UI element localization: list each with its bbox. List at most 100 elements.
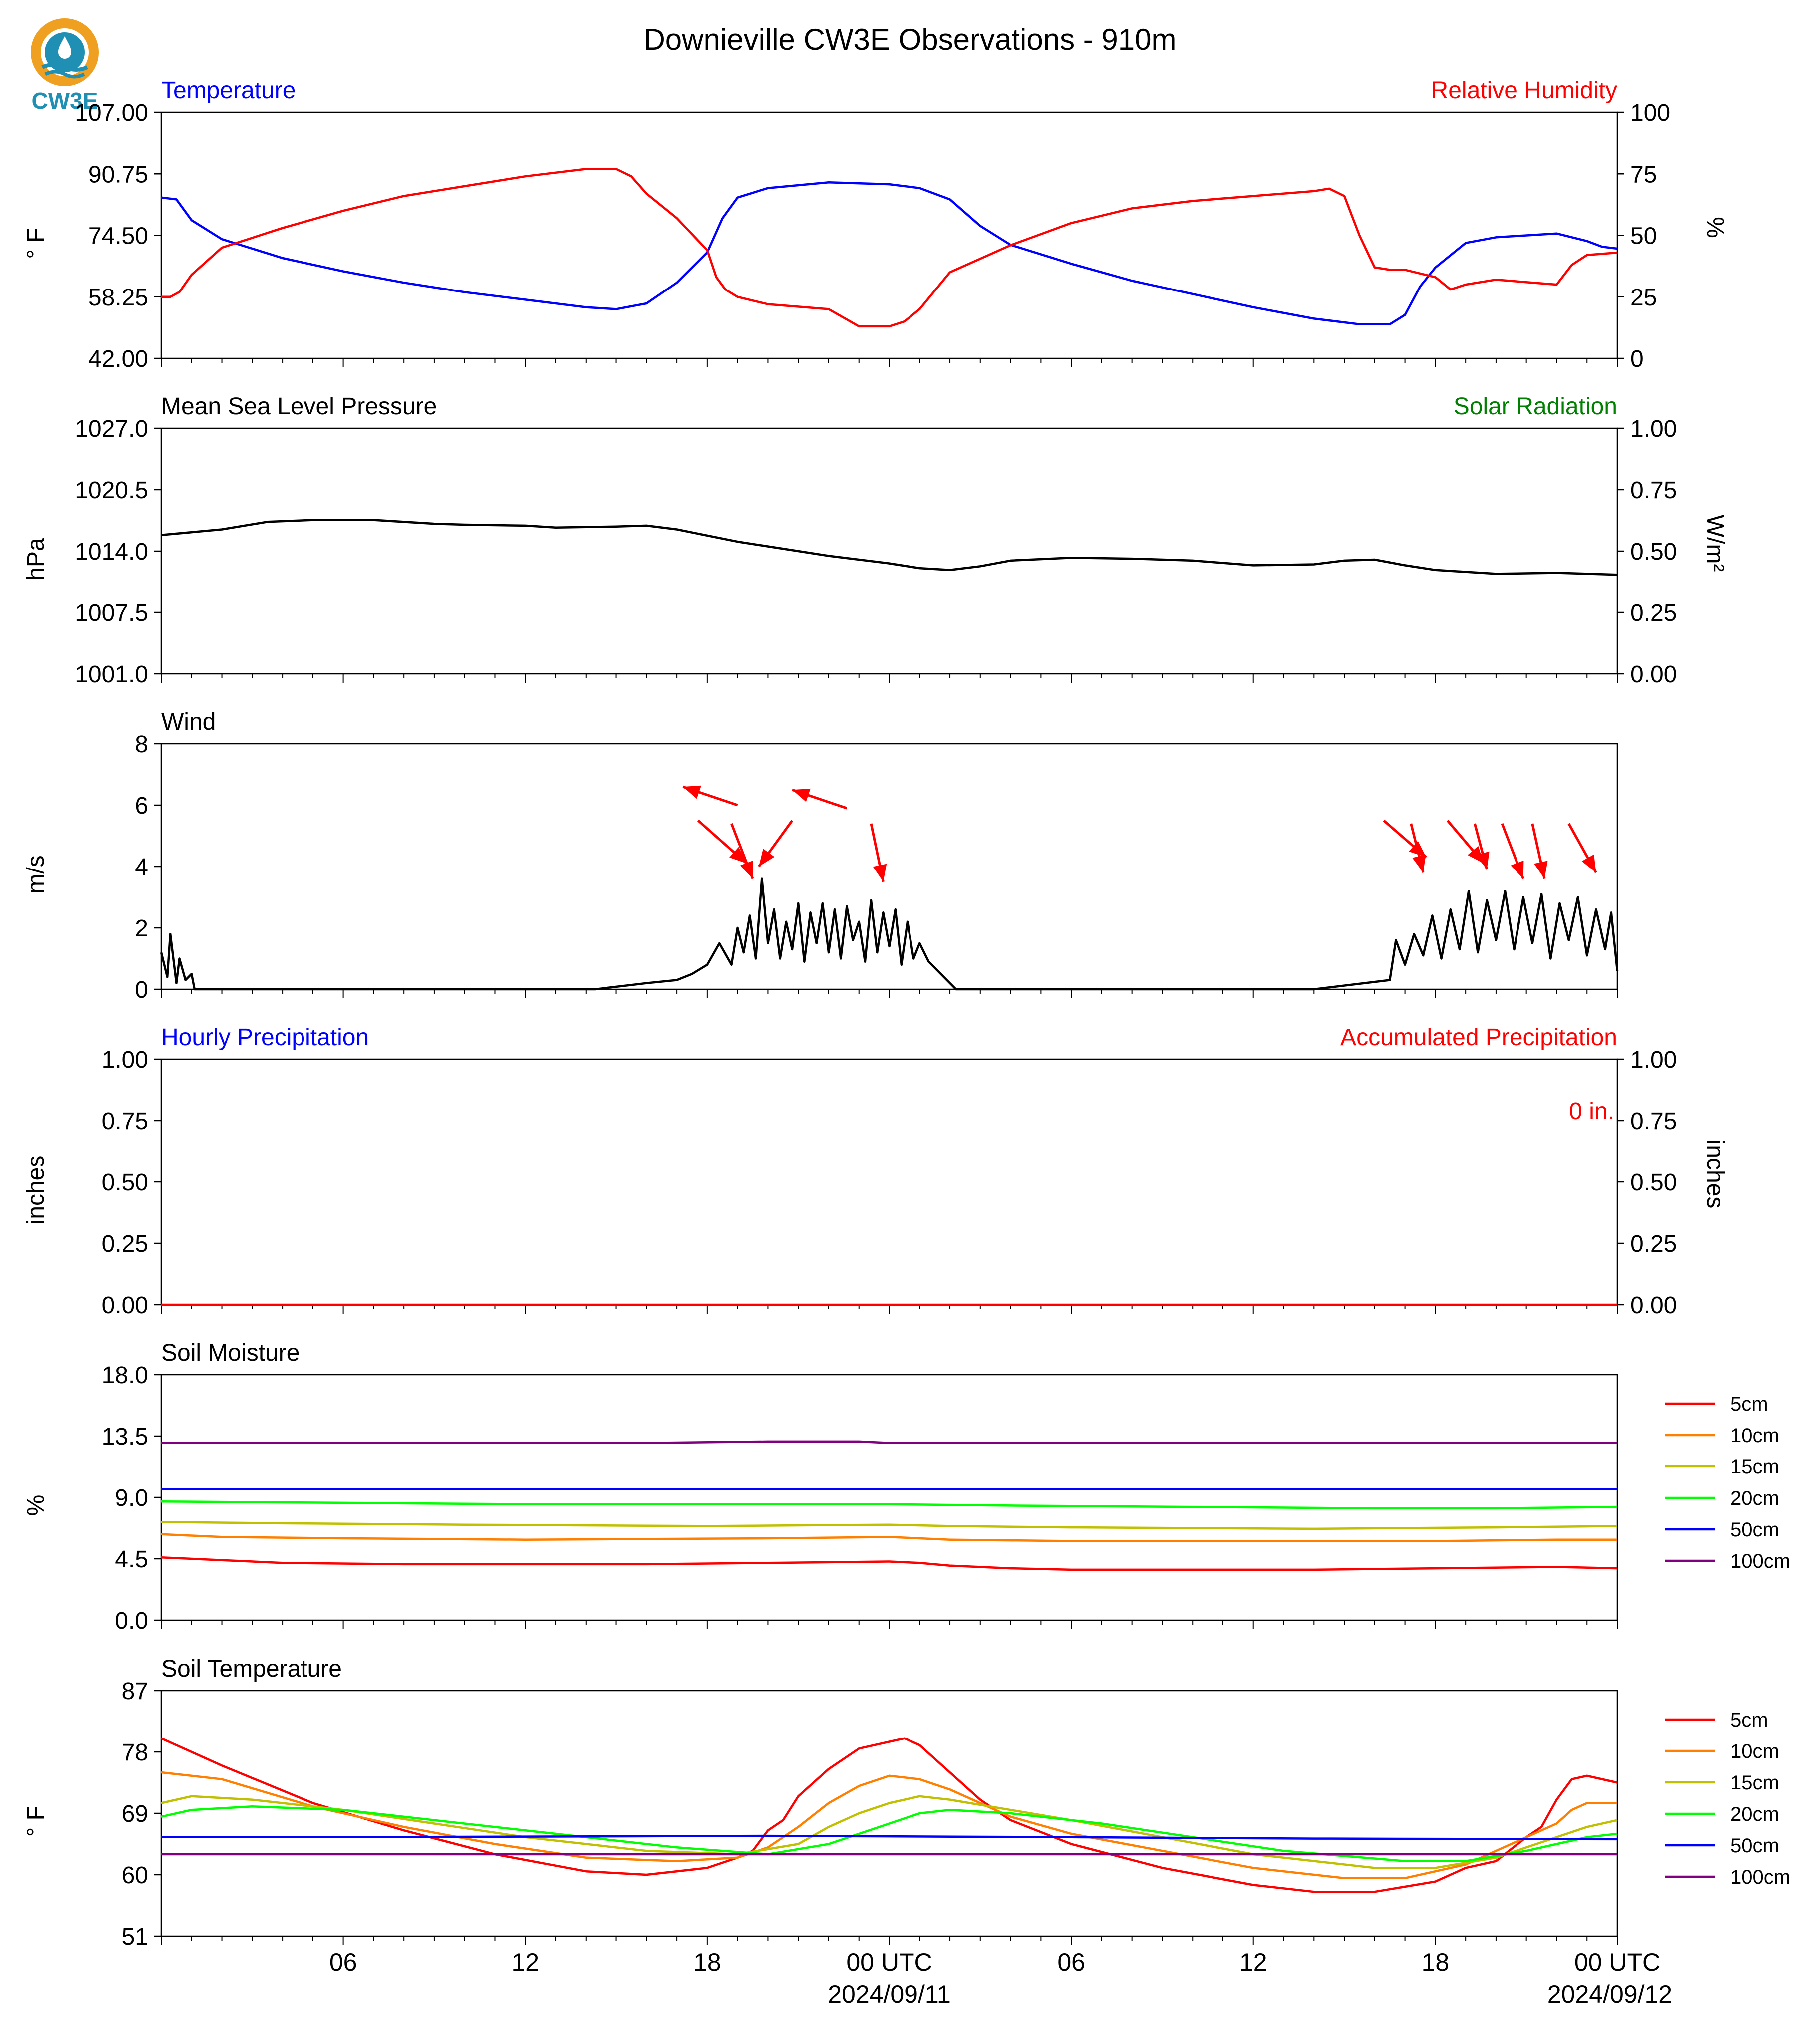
wind-arrow-head	[1412, 854, 1426, 873]
y2-tick-label: 75	[1630, 161, 1657, 188]
x-tick-label: 00 UTC	[1574, 1948, 1660, 1976]
y2-tick-label: 0.25	[1630, 600, 1677, 626]
y-tick-label: 0	[135, 977, 148, 1003]
y-tick-label: 42.00	[88, 346, 148, 372]
y-tick-label: 1014.0	[75, 539, 148, 565]
x-tick-label: 06	[1057, 1948, 1085, 1976]
y2-tick-label: 25	[1630, 285, 1657, 311]
y-tick-label: 6	[135, 793, 148, 819]
y-tick-label: 74.50	[88, 223, 148, 250]
y-tick-label: 78	[122, 1739, 148, 1766]
y-tick-label: 1020.5	[75, 477, 148, 504]
y2-tick-label: 0	[1630, 346, 1644, 372]
legend-label: 15cm	[1730, 1456, 1779, 1478]
y-axis-label: ° F	[23, 1806, 49, 1837]
y-axis-label: hPa	[23, 538, 49, 580]
y2-tick-label: 1.00	[1630, 416, 1677, 442]
panel-pressure_solar: 1027.0 1020.5 1014.0 1007.5 1001.0 1.00 0.75 0.…	[23, 393, 1728, 688]
legend-label: 10cm	[1730, 1740, 1779, 1762]
logo-drop-icon	[58, 36, 71, 59]
plot-frame	[160, 1058, 1618, 1306]
y2-tick-label: 0.25	[1630, 1231, 1677, 1257]
x-tick-label: 12	[1239, 1948, 1267, 1976]
y-tick-label: 0.25	[102, 1231, 148, 1257]
panel-title-left: Wind	[161, 709, 216, 735]
figure-title: Downieville CW3E Observations - 910m	[643, 23, 1176, 56]
series-line-wind-speed	[160, 877, 1619, 991]
y-tick-label: 1027.0	[75, 416, 148, 442]
legend: 5cm 10cm 15cm 20cm 50cm 100cm	[1665, 1393, 1790, 1572]
y2-tick-label: 0.00	[1630, 1292, 1677, 1319]
panel-precipitation: 1.00 0.75 0.50 0.25 0.00 1.00 0.75 0.50 0.25 0.00…	[23, 1024, 1728, 1319]
date-label: 2024/09/11	[828, 1980, 951, 2008]
y2-tick-label: 0.75	[1630, 1108, 1677, 1135]
wind-arrow-head	[1534, 861, 1548, 879]
series-line-50cm	[161, 1834, 1618, 1841]
wind-arrow-head	[1581, 854, 1596, 873]
y2-tick-label: 0.00	[1630, 661, 1677, 688]
y-tick-label: 51	[122, 1924, 148, 1950]
y-axis-label: inches	[23, 1156, 49, 1225]
y-axis-label: %	[23, 1495, 49, 1516]
wind-arrow-head	[1511, 860, 1524, 879]
plot-frame	[160, 1374, 1618, 1621]
plot-frame	[160, 111, 1618, 359]
series-line-10cm	[161, 1533, 1617, 1542]
panel-title-left: Hourly Precipitation	[161, 1024, 369, 1051]
panel-annotation: 0 in.	[1569, 1098, 1614, 1125]
y-tick-label: 4	[135, 854, 148, 880]
y2-tick-label: 0.75	[1630, 477, 1677, 504]
panel-temperature_rh: 107.00 90.75 74.50 58.25 42.00 100 75 50 25 0 ° F%…	[23, 77, 1728, 372]
y-tick-label: 60	[122, 1862, 148, 1889]
series-line-15cm	[161, 1795, 1618, 1869]
wind-arrow-head	[729, 847, 747, 864]
x-tick-label: 06	[329, 1948, 357, 1976]
series-line-15cm	[161, 1520, 1618, 1530]
legend-label: 20cm	[1730, 1487, 1779, 1509]
panel-title-right: Solar Radiation	[1454, 393, 1617, 420]
series-line-temperature	[161, 181, 1618, 325]
y2-tick-label: 0.50	[1630, 539, 1677, 565]
y-tick-label: 0.50	[102, 1169, 148, 1196]
cw3e-logo-mark	[31, 18, 99, 86]
wind-arrow-head	[873, 864, 887, 882]
y-tick-label: 0.0	[115, 1608, 148, 1634]
y2-axis-label: inches	[1702, 1140, 1728, 1209]
y-tick-label: 1007.5	[75, 600, 148, 626]
y-axis-label: ° F	[23, 228, 49, 259]
legend-label: 50cm	[1730, 1835, 1779, 1857]
logo-wave-icon	[41, 63, 88, 72]
legend: 5cm 10cm 15cm 20cm 50cm 100cm	[1665, 1709, 1790, 1888]
legend-label: 5cm	[1730, 1393, 1768, 1415]
y2-axis-label: %	[1702, 217, 1728, 238]
date-label: 2024/09/12	[1547, 1980, 1672, 2008]
y-tick-label: 8	[135, 731, 148, 758]
y2-axis-label: W/m²	[1702, 515, 1728, 572]
series-line-relative-humidity	[161, 168, 1618, 328]
x-tick-label: 12	[511, 1948, 539, 1976]
legend-label: 50cm	[1730, 1519, 1779, 1541]
panel-title-right: Accumulated Precipitation	[1340, 1024, 1617, 1051]
logo-sun-ring	[31, 18, 99, 86]
series-line-20cm	[161, 1805, 1618, 1862]
wind-arrow-head	[740, 860, 753, 879]
y2-tick-label: 50	[1630, 223, 1657, 250]
x-tick-label: 18	[693, 1948, 721, 1976]
x-tick-label: 18	[1422, 1948, 1450, 1976]
series-line-mean-sea-level-pressure	[161, 519, 1618, 576]
y-tick-label: 107.00	[75, 100, 148, 126]
y-tick-label: 0.75	[102, 1108, 148, 1135]
wind-arrow-head	[759, 849, 775, 867]
cw3e-logo: CW3E	[27, 17, 102, 114]
panel-wind: 8 6 4 2 0 m/s Wind	[23, 709, 1619, 1003]
chart-panels: 107.00 90.75 74.50 58.25 42.00 100 75 50 25 0 ° F%…	[23, 77, 1790, 1950]
series-line-10cm	[161, 1771, 1617, 1880]
logo-text: CW3E	[31, 88, 98, 114]
y-tick-label: 69	[122, 1801, 148, 1827]
y2-tick-label: 100	[1630, 100, 1670, 126]
time-axis: 06 12 18 00 UTC 06 12 18 00 UTC 2024/09/11 2024/0…	[329, 1948, 1672, 2008]
y-tick-label: 13.5	[102, 1424, 148, 1450]
plot-frame	[160, 743, 1618, 990]
y-tick-label: 9.0	[115, 1485, 148, 1511]
